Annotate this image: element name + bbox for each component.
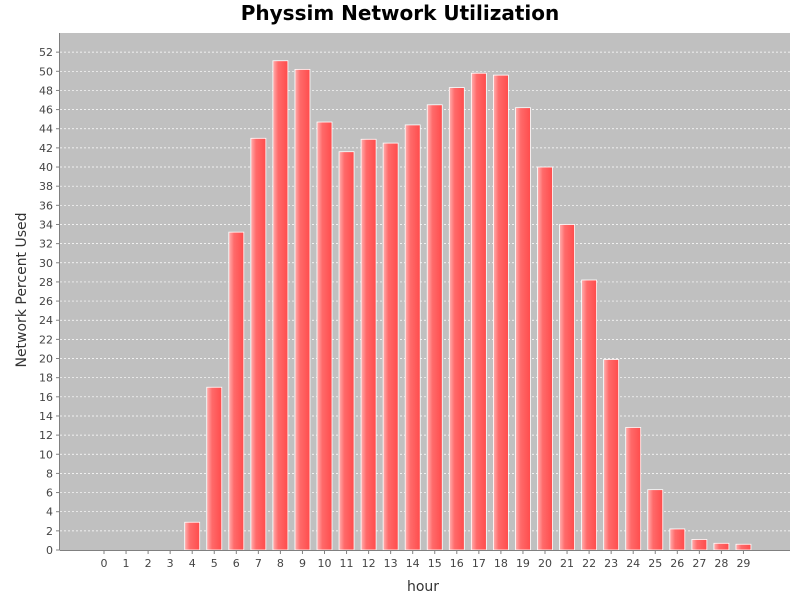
x-tick-label: 8	[277, 557, 284, 570]
chart-title: Physsim Network Utilization	[241, 1, 560, 25]
y-tick-label: 52	[39, 46, 53, 59]
grid-lines	[60, 51, 790, 532]
x-tick-label: 18	[494, 557, 508, 570]
x-tick-label: 27	[692, 557, 706, 570]
x-tick-label: 4	[189, 557, 196, 570]
x-tick-label: 26	[670, 557, 684, 570]
x-tick-label: 16	[450, 557, 464, 570]
bar-hour-23	[603, 359, 620, 551]
plot-area	[60, 33, 790, 550]
y-axis-label: Network Percent Used	[14, 212, 30, 367]
x-tick-label: 25	[648, 557, 662, 570]
bar-hour-24	[625, 427, 642, 551]
bar-hour-9	[294, 68, 311, 551]
y-tick-label: 38	[39, 180, 53, 193]
y-tick-label: 14	[39, 410, 53, 423]
y-tick-label: 18	[39, 372, 53, 385]
x-tick-label: 14	[406, 557, 420, 570]
y-tick-label: 2	[46, 525, 53, 538]
bar-hour-18	[492, 74, 509, 551]
bar-hour-21	[559, 224, 575, 551]
y-tick-label: 40	[39, 161, 53, 174]
bar-hour-15	[426, 104, 443, 551]
x-axis-label: hour	[407, 579, 439, 595]
y-tick-label: 46	[39, 104, 53, 117]
x-tick-label: 22	[582, 557, 596, 570]
bar-hour-16	[448, 87, 465, 551]
x-tick-label: 21	[560, 557, 574, 570]
x-tick-label: 29	[736, 557, 750, 570]
bar-hour-26	[669, 528, 686, 551]
x-tick-label: 19	[516, 557, 530, 570]
x-tick-label: 15	[428, 557, 442, 570]
y-tick-label: 32	[39, 238, 53, 251]
x-tick-label: 0	[101, 557, 108, 570]
x-tick-label: 10	[318, 557, 332, 570]
y-tick-label: 0	[46, 544, 53, 557]
x-tick-label: 20	[538, 557, 552, 570]
x-tick-label: 1	[123, 557, 130, 570]
y-tick-label: 34	[39, 218, 53, 231]
bar-hour-11	[338, 151, 355, 551]
bar-hour-5	[206, 386, 223, 551]
y-tick-label: 22	[39, 333, 53, 346]
y-tick-label: 8	[46, 467, 53, 480]
x-tick-label: 17	[472, 557, 486, 570]
x-tick-label: 23	[604, 557, 618, 570]
bar-hour-13	[382, 142, 399, 551]
y-tick-label: 6	[46, 487, 53, 500]
y-tick-label: 50	[39, 65, 53, 78]
y-tick-label: 10	[39, 448, 53, 461]
bar-hour-20	[537, 166, 553, 551]
axes	[59, 33, 790, 551]
bar-hour-27	[691, 539, 708, 551]
bar-hour-10	[316, 121, 333, 551]
bar-hour-7	[250, 137, 267, 551]
y-tick-label: 42	[39, 142, 53, 155]
y-tick-label: 36	[39, 199, 53, 212]
x-tick-label: 5	[211, 557, 218, 570]
y-tick-label: 30	[39, 257, 53, 270]
bar-hour-28	[713, 542, 730, 551]
y-tick-label: 4	[46, 506, 53, 519]
bars	[184, 60, 752, 551]
y-tick-label: 28	[39, 276, 53, 289]
bar-hour-12	[360, 138, 377, 551]
x-tick-label: 28	[714, 557, 728, 570]
bar-hour-25	[647, 489, 664, 551]
bar-hour-4	[184, 521, 201, 551]
y-tick-label: 24	[39, 314, 53, 327]
x-tick-label: 11	[340, 557, 354, 570]
bar-hour-8	[272, 60, 289, 551]
x-tick-label: 3	[167, 557, 174, 570]
y-tick-label: 48	[39, 84, 53, 97]
x-tick-label: 13	[384, 557, 398, 570]
x-tick-label: 7	[255, 557, 262, 570]
y-tick-label: 44	[39, 123, 53, 136]
y-tick-label: 16	[39, 391, 53, 404]
x-tick-label: 2	[145, 557, 152, 570]
x-tick-label: 9	[299, 557, 306, 570]
bar-hour-17	[470, 72, 487, 551]
y-tick-label: 20	[39, 353, 53, 366]
bar-hour-22	[581, 279, 597, 551]
y-tick-label: 26	[39, 295, 53, 308]
bar-hour-14	[404, 124, 421, 551]
x-tick-label: 6	[233, 557, 240, 570]
bar-hour-29	[735, 543, 752, 551]
x-tick-labels: 0 1 2 3 4 5 6 7 8 9 10 11 12 13 14 15 16 17 18 19 20 21 22 23 24…	[101, 551, 750, 570]
bar-hour-6	[228, 231, 245, 551]
x-tick-label: 12	[362, 557, 376, 570]
y-tick-labels: 0246810121416182022242628303234363840424…	[39, 46, 60, 557]
bar-hour-19	[515, 107, 531, 551]
x-tick-label: 24	[626, 557, 640, 570]
y-tick-label: 12	[39, 429, 53, 442]
